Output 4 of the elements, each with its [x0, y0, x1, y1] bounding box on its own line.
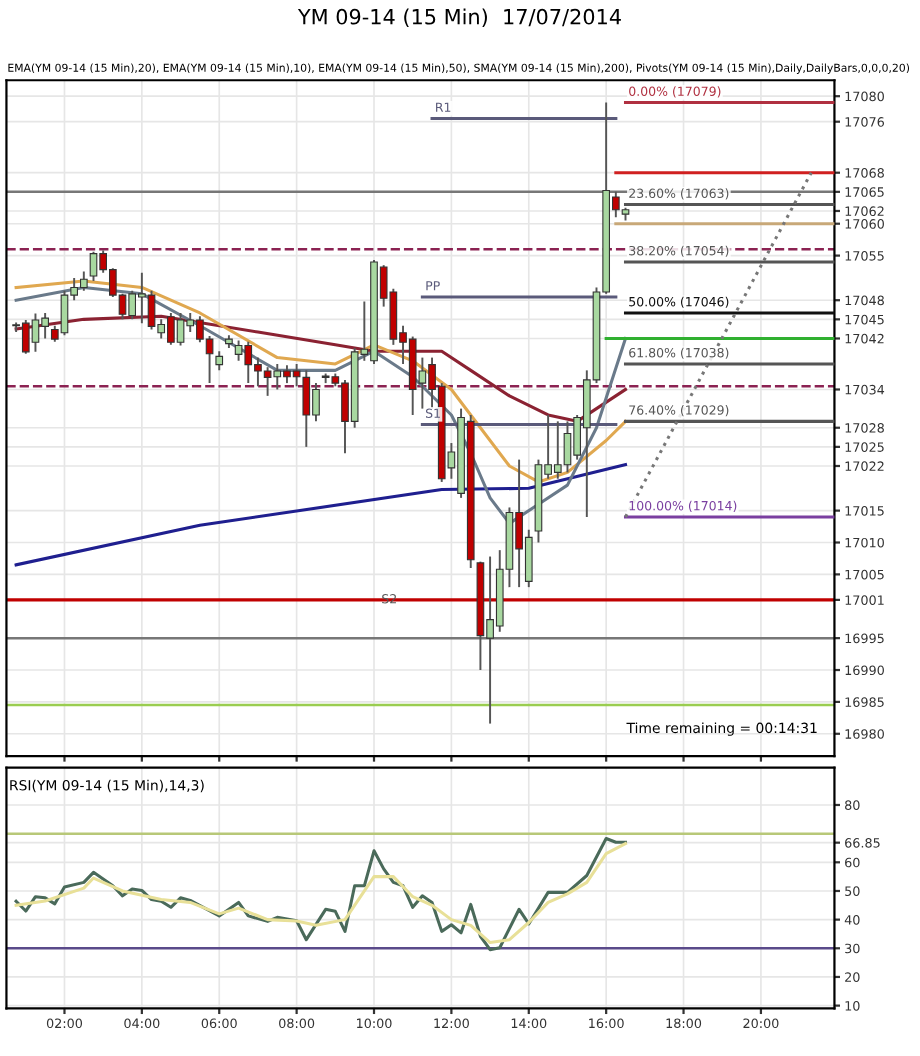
- chart-title: YM 09-14 (15 Min) 17/07/2014: [297, 8, 621, 28]
- line-series: [14, 463, 628, 567]
- line-series: [14, 279, 628, 484]
- candlestick: [215, 350, 224, 372]
